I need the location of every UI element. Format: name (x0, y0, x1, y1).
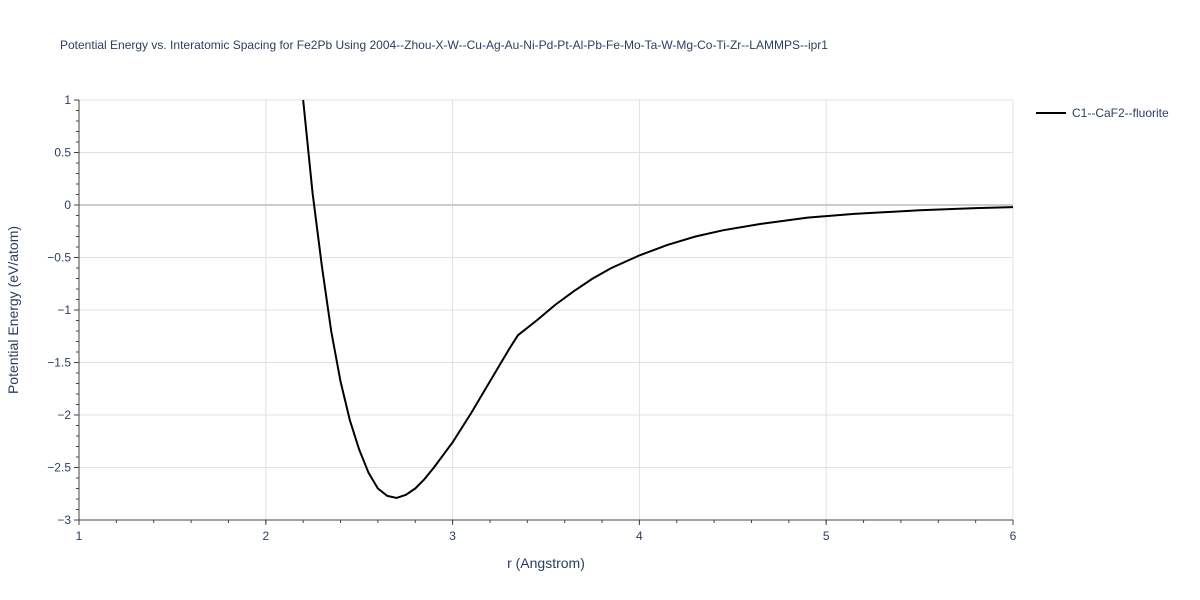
legend[interactable]: C1--CaF2--fluorite (1036, 106, 1169, 120)
x-tick-label: 6 (1010, 529, 1017, 543)
legend-label: C1--CaF2--fluorite (1072, 106, 1169, 120)
series-line-0 (302, 99, 1014, 499)
legend-line-swatch (1036, 112, 1066, 114)
y-tick-label: −1.5 (47, 356, 71, 370)
y-tick-label: −3 (57, 513, 71, 527)
tick-labels: 1 2 3 4 5 6 1 0.5 0 −0.5 −1 −1.5 −2 −2.5 −3 (47, 93, 1016, 543)
minor-ticks (76, 99, 1014, 523)
y-tick-label: −1 (57, 303, 71, 317)
axes (74, 99, 1014, 525)
y-tick-label: 0.5 (54, 146, 71, 160)
x-tick-label: 5 (823, 529, 830, 543)
y-tick-label: 1 (64, 93, 71, 107)
x-axis-title: r (Angstrom) (507, 555, 585, 571)
grid-lines (79, 99, 1014, 521)
y-tick-label: 0 (64, 198, 71, 212)
series-layer (302, 99, 1014, 499)
chart-title: Potential Energy vs. Interatomic Spacing… (60, 38, 828, 52)
x-tick-label: 2 (262, 529, 269, 543)
x-tick-label: 1 (76, 529, 83, 543)
x-tick-label: 4 (636, 529, 643, 543)
y-tick-label: −2.5 (47, 461, 71, 475)
y-tick-label: −2 (57, 408, 71, 422)
y-tick-label: −0.5 (47, 251, 71, 265)
y-axis-title: Potential Energy (eV/atom) (5, 226, 21, 394)
x-tick-label: 3 (449, 529, 456, 543)
